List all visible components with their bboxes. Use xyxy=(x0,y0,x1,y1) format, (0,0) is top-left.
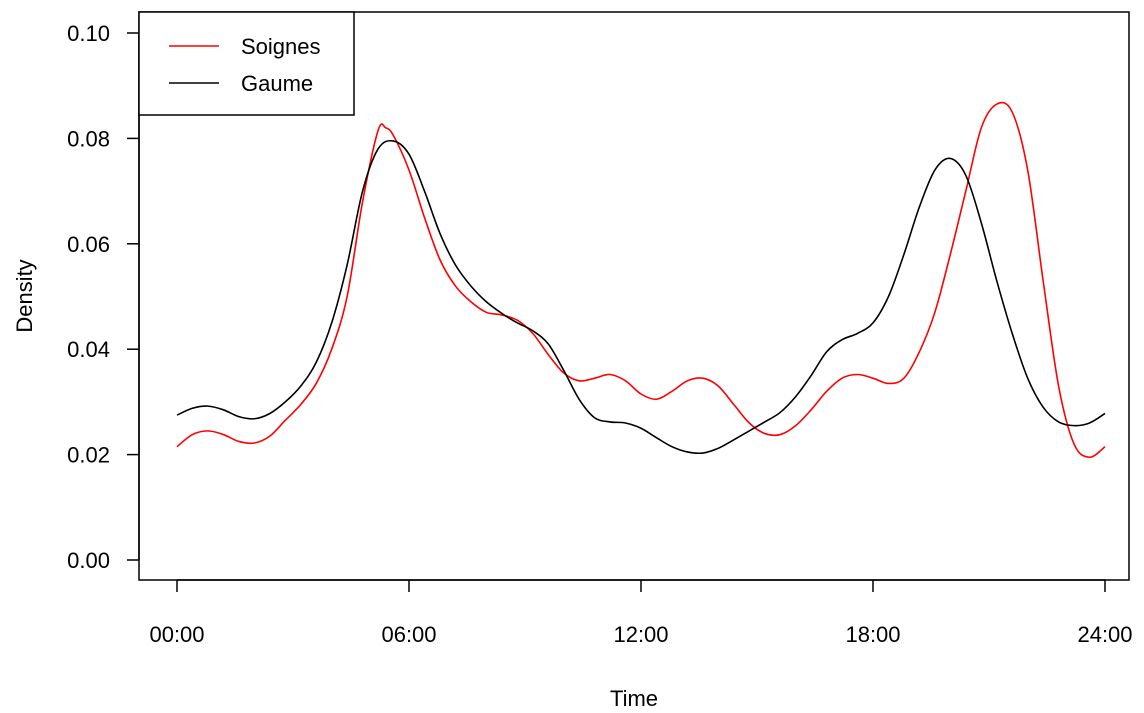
y-tick-label: 0.08 xyxy=(67,126,110,151)
y-tick-label: 0.06 xyxy=(67,232,110,257)
y-tick-label: 0.10 xyxy=(67,21,110,46)
x-tick-label: 18:00 xyxy=(845,622,900,647)
legend: Soignes Gaume xyxy=(138,11,355,116)
x-tick-label: 06:00 xyxy=(381,622,436,647)
series-layer xyxy=(176,101,1106,459)
x-axis: 00:00 06:00 12:00 18:00 24:00 xyxy=(149,579,1133,647)
y-axis-label: Density xyxy=(12,259,37,332)
x-tick-label: 00:00 xyxy=(149,622,204,647)
legend-label-gaume: Gaume xyxy=(241,71,313,96)
x-tick-label: 12:00 xyxy=(613,622,668,647)
y-tick-label: 0.04 xyxy=(67,337,110,362)
legend-label-soignes: Soignes xyxy=(241,34,321,59)
y-axis: 0.00 0.02 0.04 0.06 0.08 0.10 xyxy=(67,21,140,573)
y-tick-label: 0.02 xyxy=(67,443,110,468)
series-line-soignes xyxy=(176,101,1106,459)
legend-box xyxy=(138,11,355,116)
y-tick-label: 0.00 xyxy=(67,548,110,573)
series-line-gaume xyxy=(176,139,1106,455)
x-tick-label: 24:00 xyxy=(1077,622,1132,647)
x-axis-label: Time xyxy=(610,686,658,711)
